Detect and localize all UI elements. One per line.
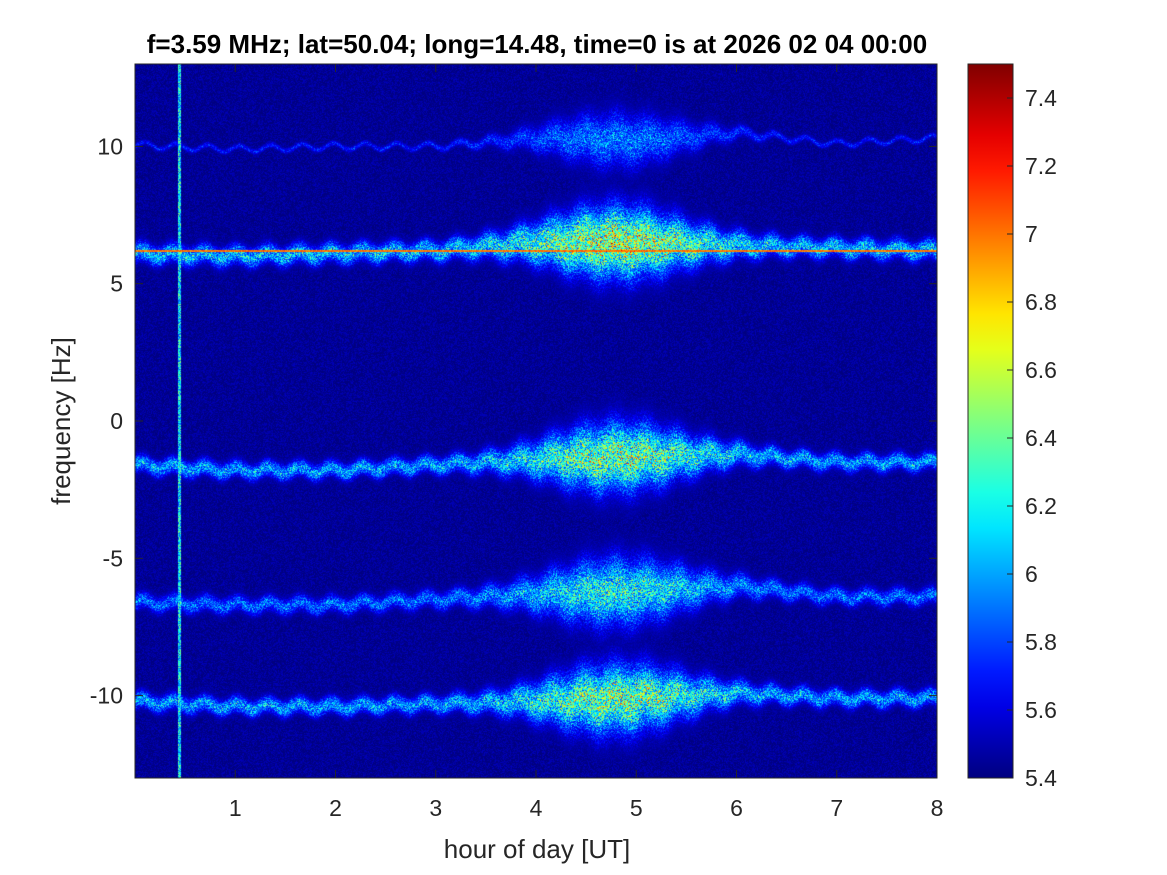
x-tick-label: 1 [229,795,242,821]
colorbar-tick-label: 6 [1025,561,1038,587]
y-tick-label: 10 [97,133,123,159]
chart-title: f=3.59 MHz; lat=50.04; long=14.48, time=… [147,29,927,59]
x-tick-label: 8 [931,795,944,821]
x-tick-label: 6 [730,795,743,821]
x-tick-label: 2 [329,795,342,821]
y-tick-label: 5 [110,271,123,297]
x-axis-ticks: 1 2 3 4 5 6 7 8 [229,64,944,821]
colorbar-tick-label: 6.8 [1025,289,1057,315]
spectrogram-plot-area [135,64,937,778]
colorbar-tick-label: 7.4 [1025,85,1057,111]
colorbar-tick-label: 6.6 [1025,357,1057,383]
colorbar-ticks: 7.4 7.2 7 6.8 6.6 6.4 6.2 6 5.8 5.6 5.4 [1007,85,1057,791]
colorbar-tick-label: 6.2 [1025,493,1057,519]
colorbar [967,63,1014,779]
y-axis-ticks: 10 5 0 -5 -10 [90,133,937,709]
colorbar-tick-label: 7 [1025,221,1038,247]
colorbar-tick-label: 7.2 [1025,153,1057,179]
x-tick-label: 3 [429,795,442,821]
colorbar-tick-label: 5.6 [1025,697,1057,723]
spectrogram-heatmap [135,64,937,778]
x-tick-label: 4 [530,795,543,821]
colorbar-tick-label: 5.4 [1025,765,1057,791]
colorbar-tick-label: 6.4 [1025,425,1057,451]
y-tick-label: -5 [103,545,123,571]
colorbar-tick-label: 5.8 [1025,629,1057,655]
x-tick-label: 5 [630,795,643,821]
x-tick-label: 7 [830,795,843,821]
y-tick-label: 0 [110,408,123,434]
y-tick-label: -10 [90,683,123,709]
y-axis-label: frequency [Hz] [46,337,76,505]
x-axis-label: hour of day [UT] [444,834,630,864]
